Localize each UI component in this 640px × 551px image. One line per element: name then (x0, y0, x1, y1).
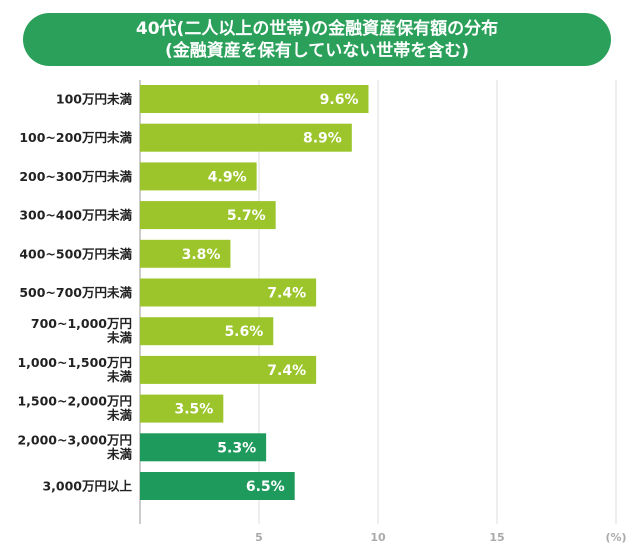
bar-9 (140, 433, 267, 462)
bar-1 (140, 123, 352, 152)
x-tick-label-2: 15 (489, 531, 504, 544)
bar-7 (140, 355, 317, 384)
category-label-3: 300~400万円未満 (19, 208, 132, 223)
category-label-7-line-1: 未満 (106, 369, 133, 384)
value-label-4: 3.8% (182, 247, 221, 263)
value-label-10: 6.5% (246, 479, 285, 495)
category-label-10: 3,000万円以上 (42, 479, 132, 494)
value-label-6: 5.6% (224, 324, 263, 340)
category-label-5: 500~700万円未満 (19, 285, 132, 300)
chart-title: 40代(二人以上の世帯)の金融資産保有額の分布 (金融資産を保有していない世帯を… (23, 13, 611, 66)
bar-2 (140, 162, 257, 191)
value-label-9: 5.3% (217, 440, 256, 456)
value-label-5: 7.4% (267, 286, 306, 302)
value-label-3: 5.7% (227, 208, 266, 224)
category-label-8-line-1: 未満 (106, 408, 133, 423)
category-label-2: 200~300万円未満 (19, 169, 132, 184)
category-label-6-line-1: 未満 (106, 330, 133, 345)
category-label-8-line-0: 1,500~2,000万円 (17, 394, 132, 409)
value-label-0: 9.6% (320, 92, 359, 108)
bar-10 (140, 472, 295, 500)
x-tick-label-1: 10 (370, 531, 386, 544)
x-tick-label-0: 5 (255, 531, 263, 544)
category-label-9-line-1: 未満 (106, 446, 133, 461)
chart-title-line-1: 40代(二人以上の世帯)の金融資産保有額の分布 (135, 18, 499, 39)
category-label-9-line-0: 2,000~3,000万円 (17, 432, 132, 447)
bar-8 (140, 394, 224, 423)
bar-3 (140, 201, 276, 230)
value-label-2: 4.9% (208, 169, 247, 185)
value-label-7: 7.4% (267, 363, 306, 379)
category-label-6-line-0: 700~1,000万円 (31, 316, 132, 331)
category-label-7-line-0: 1,000~1,500万円 (17, 355, 132, 370)
value-label-8: 3.5% (174, 402, 213, 418)
bar-4 (140, 239, 231, 268)
bar-6 (140, 317, 274, 346)
category-label-4: 400~500万円未満 (19, 246, 132, 261)
category-label-1: 100~200万円未満 (19, 130, 132, 145)
x-axis-unit: (%) (605, 531, 626, 544)
value-label-1: 8.9% (303, 131, 342, 147)
bar-0 (140, 85, 369, 113)
category-label-0: 100万円未満 (56, 92, 133, 107)
chart-title-line-2: (金融資産を保有していない世帯を含む) (164, 40, 470, 61)
bar-5 (140, 278, 317, 307)
